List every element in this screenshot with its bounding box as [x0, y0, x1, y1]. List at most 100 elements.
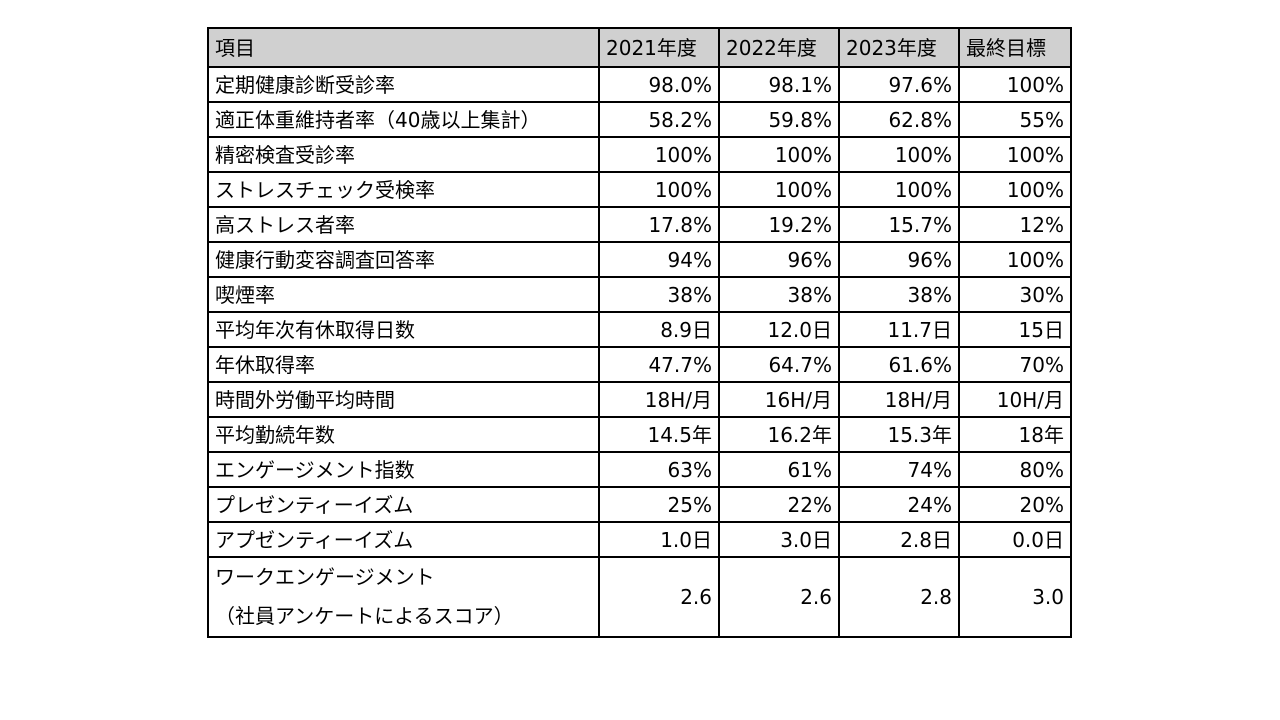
cell-2022: 100% — [718, 136, 840, 173]
table-row: 適正体重維持者率（40歳以上集計） 58.2% 59.8% 62.8% 55% — [207, 101, 1072, 138]
table-row: 時間外労働平均時間 18H/月 16H/月 18H/月 10H/月 — [207, 381, 1072, 418]
row-label: 平均年次有休取得日数 — [207, 311, 600, 348]
cell-goal: 30% — [958, 276, 1072, 313]
cell-2023: 61.6% — [838, 346, 960, 383]
row-label: 時間外労働平均時間 — [207, 381, 600, 418]
cell-2023: 15.7% — [838, 206, 960, 243]
cell-2021: 58.2% — [598, 101, 720, 138]
cell-2022: 19.2% — [718, 206, 840, 243]
cell-2021: 14.5年 — [598, 416, 720, 453]
cell-2023: 38% — [838, 276, 960, 313]
row-label: ストレスチェック受検率 — [207, 171, 600, 208]
cell-2023: 11.7日 — [838, 311, 960, 348]
cell-2022: 12.0日 — [718, 311, 840, 348]
cell-2022: 2.6 — [718, 556, 840, 638]
row-label: 高ストレス者率 — [207, 206, 600, 243]
cell-2023: 2.8日 — [838, 521, 960, 558]
row-label: アプゼンティーイズム — [207, 521, 600, 558]
table-row: 健康行動変容調査回答率 94% 96% 96% 100% — [207, 241, 1072, 278]
row-label: ワークエンゲージメント （社員アンケートによるスコア） — [207, 556, 600, 638]
table-row: ワークエンゲージメント （社員アンケートによるスコア） 2.6 2.6 2.8 … — [207, 556, 1072, 638]
cell-2022: 96% — [718, 241, 840, 278]
table-row: 年休取得率 47.7% 64.7% 61.6% 70% — [207, 346, 1072, 383]
header-item: 項目 — [207, 27, 600, 68]
cell-2021: 8.9日 — [598, 311, 720, 348]
cell-2022: 64.7% — [718, 346, 840, 383]
row-label: 喫煙率 — [207, 276, 600, 313]
cell-2022: 38% — [718, 276, 840, 313]
cell-2021: 98.0% — [598, 66, 720, 103]
row-label-line1: ワークエンゲージメント — [215, 565, 435, 589]
cell-goal: 70% — [958, 346, 1072, 383]
cell-2023: 62.8% — [838, 101, 960, 138]
health-metrics-table: 項目 2021年度 2022年度 2023年度 最終目標 定期健康診断受診率 9… — [207, 27, 1072, 638]
cell-2023: 96% — [838, 241, 960, 278]
cell-goal: 55% — [958, 101, 1072, 138]
cell-goal: 18年 — [958, 416, 1072, 453]
cell-2023: 15.3年 — [838, 416, 960, 453]
cell-2021: 63% — [598, 451, 720, 488]
header-2022: 2022年度 — [718, 27, 840, 68]
health-metrics-table-container: 項目 2021年度 2022年度 2023年度 最終目標 定期健康診断受診率 9… — [207, 27, 1072, 638]
cell-2021: 100% — [598, 171, 720, 208]
table-row: 平均年次有休取得日数 8.9日 12.0日 11.7日 15日 — [207, 311, 1072, 348]
row-label: 適正体重維持者率（40歳以上集計） — [207, 101, 600, 138]
cell-goal: 100% — [958, 66, 1072, 103]
row-label: 定期健康診断受診率 — [207, 66, 600, 103]
table-row: ストレスチェック受検率 100% 100% 100% 100% — [207, 171, 1072, 208]
header-final-goal: 最終目標 — [958, 27, 1072, 68]
cell-2023: 97.6% — [838, 66, 960, 103]
cell-2021: 25% — [598, 486, 720, 523]
cell-2023: 2.8 — [838, 556, 960, 638]
cell-goal: 3.0 — [958, 556, 1072, 638]
row-label: エンゲージメント指数 — [207, 451, 600, 488]
cell-goal: 100% — [958, 136, 1072, 173]
cell-2022: 98.1% — [718, 66, 840, 103]
row-label: 健康行動変容調査回答率 — [207, 241, 600, 278]
cell-2023: 100% — [838, 136, 960, 173]
cell-goal: 100% — [958, 171, 1072, 208]
table-row: 定期健康診断受診率 98.0% 98.1% 97.6% 100% — [207, 66, 1072, 103]
cell-2021: 100% — [598, 136, 720, 173]
cell-goal: 20% — [958, 486, 1072, 523]
row-label: 平均勤続年数 — [207, 416, 600, 453]
cell-2021: 17.8% — [598, 206, 720, 243]
cell-2022: 100% — [718, 171, 840, 208]
cell-2022: 22% — [718, 486, 840, 523]
cell-2021: 18H/月 — [598, 381, 720, 418]
cell-2021: 38% — [598, 276, 720, 313]
row-label-line2: （社員アンケートによるスコア） — [215, 604, 514, 628]
cell-goal: 12% — [958, 206, 1072, 243]
cell-2022: 16H/月 — [718, 381, 840, 418]
table-header: 項目 2021年度 2022年度 2023年度 最終目標 — [207, 27, 1072, 68]
cell-2023: 24% — [838, 486, 960, 523]
table-row: アプゼンティーイズム 1.0日 3.0日 2.8日 0.0日 — [207, 521, 1072, 558]
cell-2023: 18H/月 — [838, 381, 960, 418]
table-row: 喫煙率 38% 38% 38% 30% — [207, 276, 1072, 313]
cell-goal: 10H/月 — [958, 381, 1072, 418]
cell-2021: 2.6 — [598, 556, 720, 638]
table-row: 高ストレス者率 17.8% 19.2% 15.7% 12% — [207, 206, 1072, 243]
cell-2023: 100% — [838, 171, 960, 208]
cell-2022: 3.0日 — [718, 521, 840, 558]
cell-2021: 94% — [598, 241, 720, 278]
row-label: 年休取得率 — [207, 346, 600, 383]
cell-2021: 47.7% — [598, 346, 720, 383]
cell-goal: 0.0日 — [958, 521, 1072, 558]
cell-2022: 59.8% — [718, 101, 840, 138]
table-row: 平均勤続年数 14.5年 16.2年 15.3年 18年 — [207, 416, 1072, 453]
header-2021: 2021年度 — [598, 27, 720, 68]
cell-2022: 16.2年 — [718, 416, 840, 453]
header-row: 項目 2021年度 2022年度 2023年度 最終目標 — [207, 27, 1072, 68]
header-2023: 2023年度 — [838, 27, 960, 68]
table-row: プレゼンティーイズム 25% 22% 24% 20% — [207, 486, 1072, 523]
row-label: 精密検査受診率 — [207, 136, 600, 173]
row-label: プレゼンティーイズム — [207, 486, 600, 523]
cell-goal: 80% — [958, 451, 1072, 488]
table-row: 精密検査受診率 100% 100% 100% 100% — [207, 136, 1072, 173]
cell-2023: 74% — [838, 451, 960, 488]
table-row: エンゲージメント指数 63% 61% 74% 80% — [207, 451, 1072, 488]
cell-2021: 1.0日 — [598, 521, 720, 558]
cell-goal: 100% — [958, 241, 1072, 278]
table-body: 定期健康診断受診率 98.0% 98.1% 97.6% 100% 適正体重維持者… — [207, 66, 1072, 638]
